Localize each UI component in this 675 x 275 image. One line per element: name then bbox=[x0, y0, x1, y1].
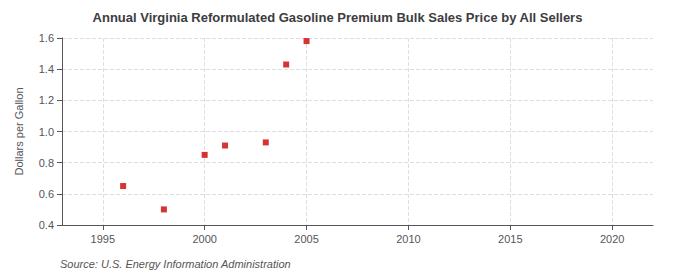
svg-text:Source: U.S. Energy Informatio: Source: U.S. Energy Information Administ… bbox=[60, 258, 291, 270]
svg-text:2020: 2020 bbox=[600, 233, 624, 245]
svg-text:0.4: 0.4 bbox=[39, 219, 54, 231]
svg-text:2000: 2000 bbox=[192, 233, 216, 245]
svg-text:2005: 2005 bbox=[294, 233, 318, 245]
svg-text:2015: 2015 bbox=[498, 233, 522, 245]
svg-text:Annual Virginia Reformulated G: Annual Virginia Reformulated Gasoline Pr… bbox=[93, 10, 583, 25]
svg-text:0.6: 0.6 bbox=[39, 188, 54, 200]
svg-text:Dollars per Gallon: Dollars per Gallon bbox=[13, 87, 25, 175]
svg-text:2010: 2010 bbox=[396, 233, 420, 245]
svg-text:0.8: 0.8 bbox=[39, 157, 54, 169]
svg-text:1995: 1995 bbox=[91, 233, 115, 245]
svg-text:1.4: 1.4 bbox=[39, 63, 54, 75]
svg-text:1.6: 1.6 bbox=[39, 32, 54, 44]
svg-text:1.0: 1.0 bbox=[39, 126, 54, 138]
svg-text:1.2: 1.2 bbox=[39, 94, 54, 106]
